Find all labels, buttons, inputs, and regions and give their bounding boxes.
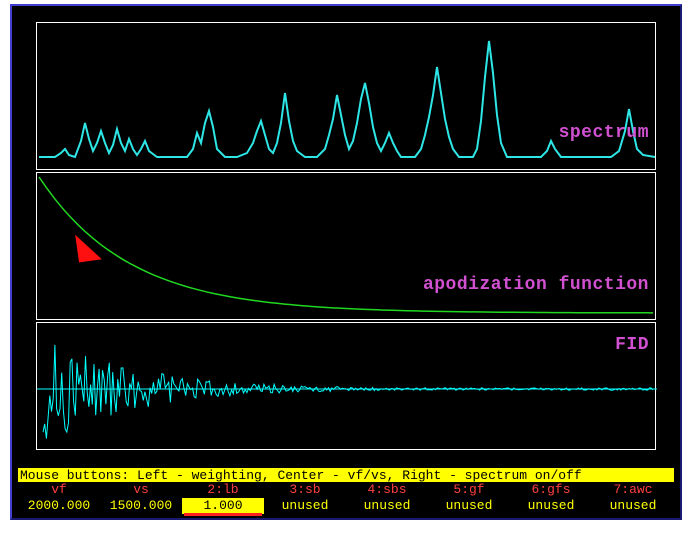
param-header-2lb[interactable]: 2:lb: [182, 482, 264, 498]
nmr-weighting-window: spectrum apodization function FID Mouse …: [10, 4, 682, 520]
fid-panel[interactable]: FID: [36, 322, 656, 450]
spectrum-label: spectrum: [559, 123, 649, 143]
plot-area[interactable]: spectrum apodization function FID: [36, 22, 656, 450]
apodization-label: apodization function: [423, 275, 649, 295]
param-value-2lb[interactable]: 1.000: [182, 498, 264, 514]
mouse-hint-bar: Mouse buttons: Left - weighting, Center …: [18, 466, 674, 482]
param-value-7awc[interactable]: unused: [592, 498, 674, 514]
spectrum-panel[interactable]: spectrum: [36, 22, 656, 170]
param-value-3sb[interactable]: unused: [264, 498, 346, 514]
param-value-4sbs[interactable]: unused: [346, 498, 428, 514]
spectrum-trace: [37, 23, 657, 171]
param-header-4sbs[interactable]: 4:sbs: [346, 482, 428, 498]
weighting-cursor-icon[interactable]: [75, 232, 102, 263]
param-value-6gfs[interactable]: unused: [510, 498, 592, 514]
param-header-6gfs[interactable]: 6:gfs: [510, 482, 592, 498]
parameter-values-row: 2000.0001500.0001.000unusedunusedunusedu…: [18, 498, 674, 514]
param-value-vs[interactable]: 1500.000: [100, 498, 182, 514]
fid-label: FID: [615, 335, 649, 355]
fid-trace: [37, 323, 657, 451]
param-header-7awc[interactable]: 7:awc: [592, 482, 674, 498]
apodization-panel[interactable]: apodization function: [36, 172, 656, 320]
param-header-5gf[interactable]: 5:gf: [428, 482, 510, 498]
param-value-vf[interactable]: 2000.000: [18, 498, 100, 514]
parameter-headers-row: vfvs2:lb3:sb4:sbs5:gf6:gfs7:awc: [18, 482, 674, 498]
apodization-trace: [37, 173, 657, 321]
param-header-vf[interactable]: vf: [18, 482, 100, 498]
param-value-5gf[interactable]: unused: [428, 498, 510, 514]
param-header-3sb[interactable]: 3:sb: [264, 482, 346, 498]
parameter-table: vfvs2:lb3:sb4:sbs5:gf6:gfs7:awc 2000.000…: [18, 482, 674, 514]
param-header-vs[interactable]: vs: [100, 482, 182, 498]
